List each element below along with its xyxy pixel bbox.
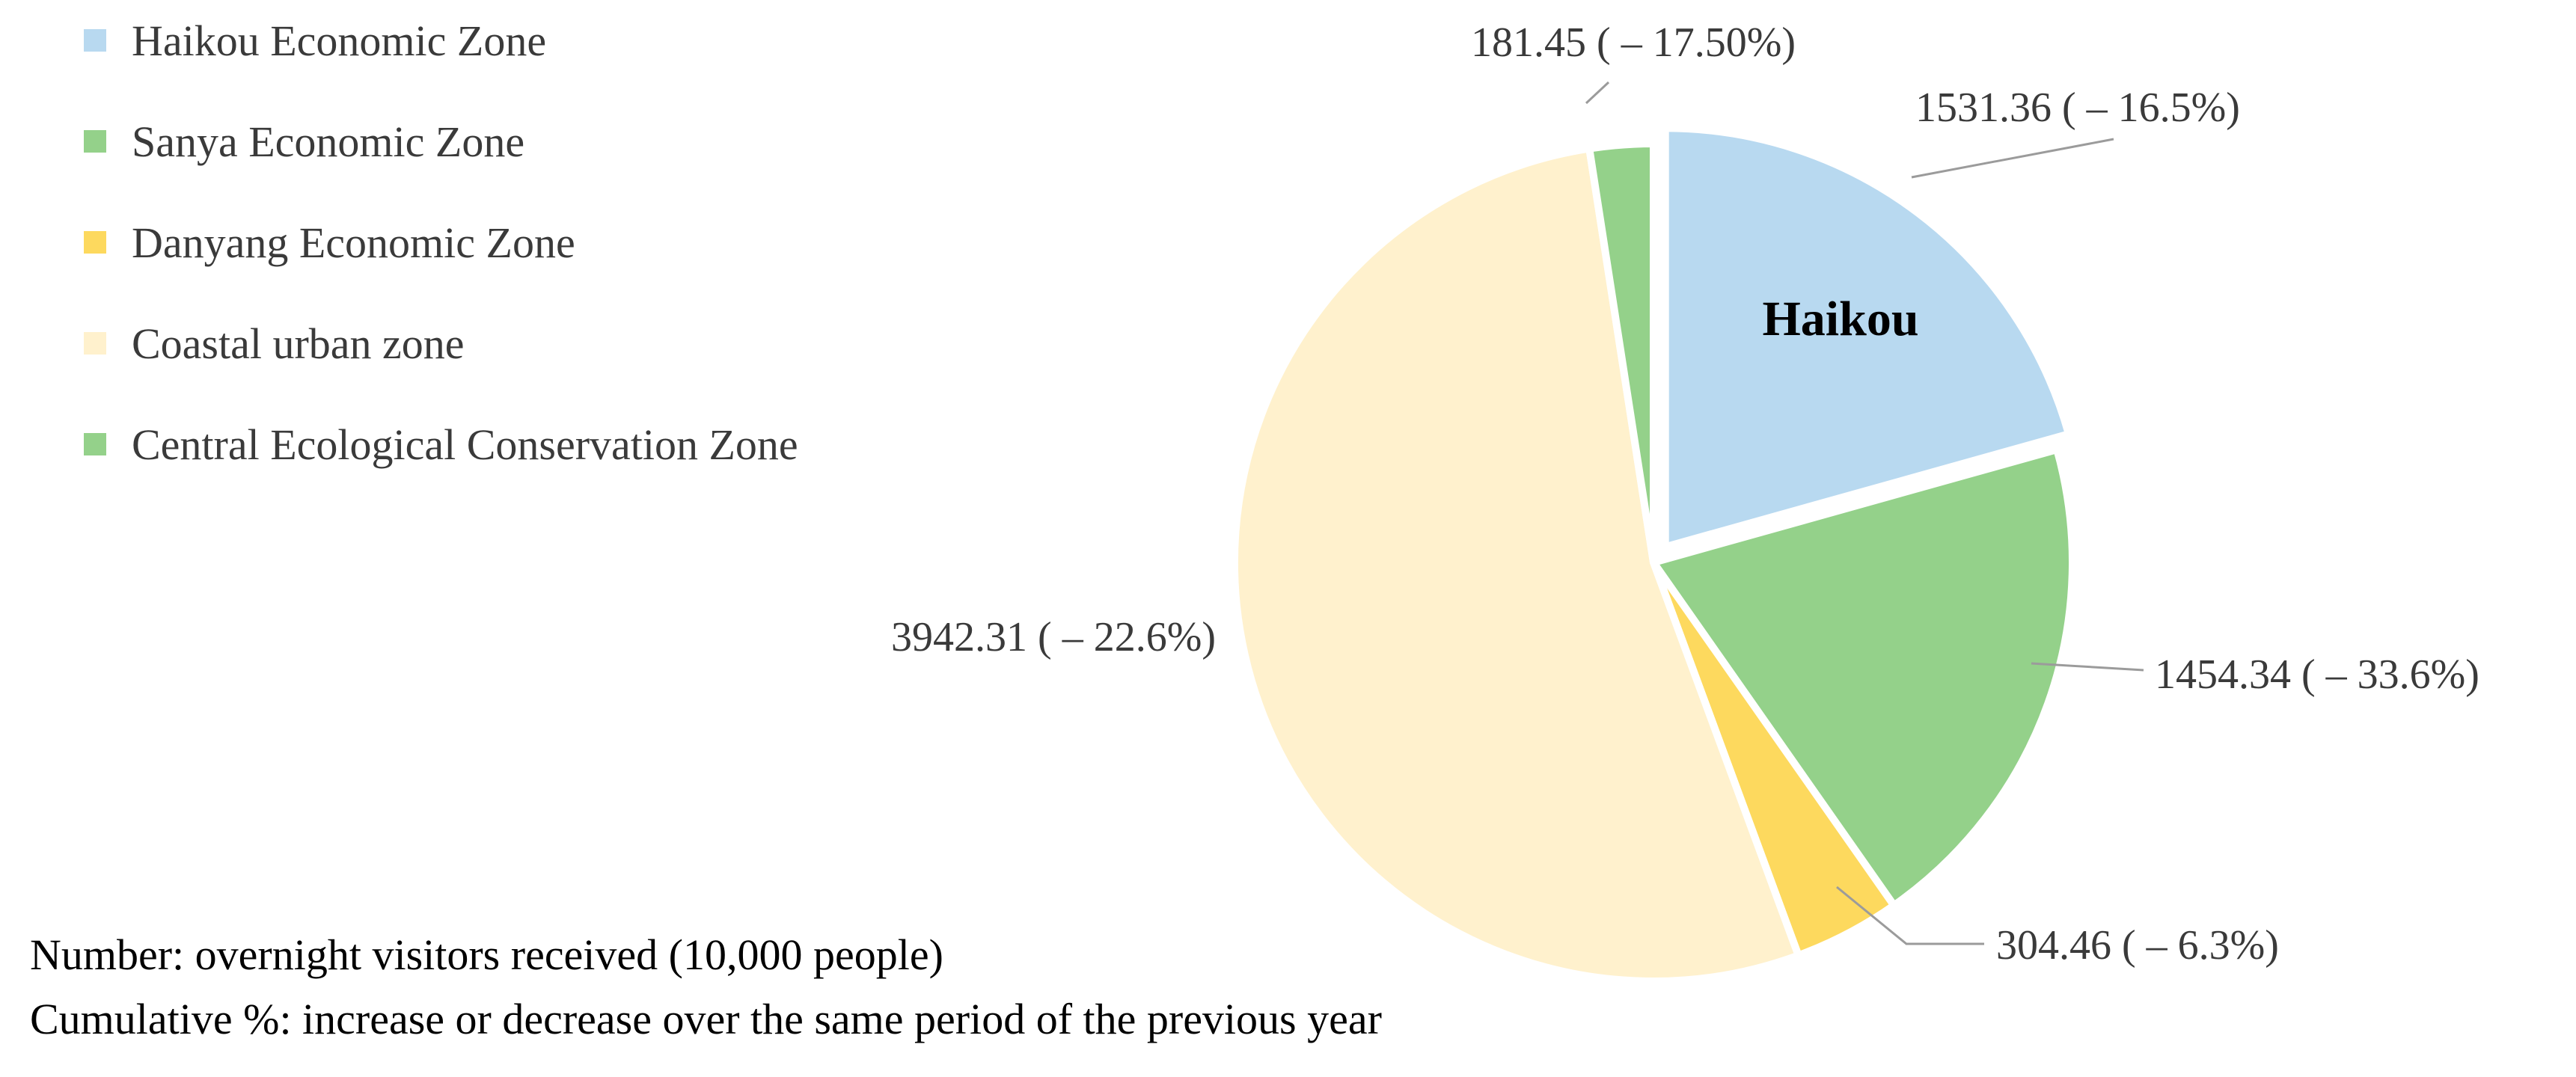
pie-slice-coastal-urban-zone xyxy=(1231,144,1802,985)
leader-lines xyxy=(1585,81,2144,945)
legend-label-coastal-urban-zone: Coastal urban zone xyxy=(132,319,465,368)
legend-swatch-danyang-economic-zone xyxy=(84,231,106,254)
leader-line-haikou-economic-zone xyxy=(1911,138,2114,179)
note-number: Number: overnight visitors received (10,… xyxy=(30,930,943,979)
legend-swatch-coastal-urban-zone xyxy=(84,332,106,355)
leader-line-sanya-economic-zone xyxy=(2031,662,2144,672)
legend-swatch-central-ecological-conservation-zone xyxy=(84,433,106,455)
legend-swatch-haikou-economic-zone xyxy=(84,29,106,52)
leader-line-central-ecological-conservation-zone xyxy=(1585,81,1610,105)
legend-label-central-ecological-conservation-zone: Central Ecological Conservation Zone xyxy=(132,420,798,469)
legend-label-sanya-economic-zone: Sanya Economic Zone xyxy=(132,117,524,166)
notes: Number: overnight visitors received (10,… xyxy=(30,930,1382,1043)
data-label-central-ecological-conservation-zone: 181.45 ( – 17.50%) xyxy=(1471,19,1796,66)
data-label-danyang-economic-zone: 304.46 ( – 6.3%) xyxy=(1996,922,2279,969)
legend: Haikou Economic Zone Sanya Economic Zone D… xyxy=(84,16,798,469)
pie-slice-central-ecological-conservation-zone xyxy=(1585,140,1657,566)
pie-slice-haikou-economic-zone xyxy=(1661,124,2072,551)
pie-slice-sanya-economic-zone xyxy=(1650,446,2076,909)
data-label-sanya-economic-zone: 1454.34 ( – 33.6%) xyxy=(2155,651,2479,698)
leader-line-danyang-economic-zone xyxy=(1836,886,1984,945)
inner-label-haikou: Haikou xyxy=(1762,292,1918,346)
legend-label-danyang-economic-zone: Danyang Economic Zone xyxy=(132,218,575,267)
legend-swatch-sanya-economic-zone xyxy=(84,130,106,153)
data-labels: 1531.36 ( – 16.5%) 1454.34 ( – 33.6%) 304.… xyxy=(891,19,2479,969)
data-label-coastal-urban-zone: 3942.31 ( – 22.6%) xyxy=(891,614,1216,660)
legend-label-haikou-economic-zone: Haikou Economic Zone xyxy=(132,16,546,65)
pie-slices xyxy=(1231,124,2076,985)
note-cumulative: Cumulative %: increase or decrease over … xyxy=(30,995,1382,1043)
data-label-haikou-economic-zone: 1531.36 ( – 16.5%) xyxy=(1915,85,2240,131)
